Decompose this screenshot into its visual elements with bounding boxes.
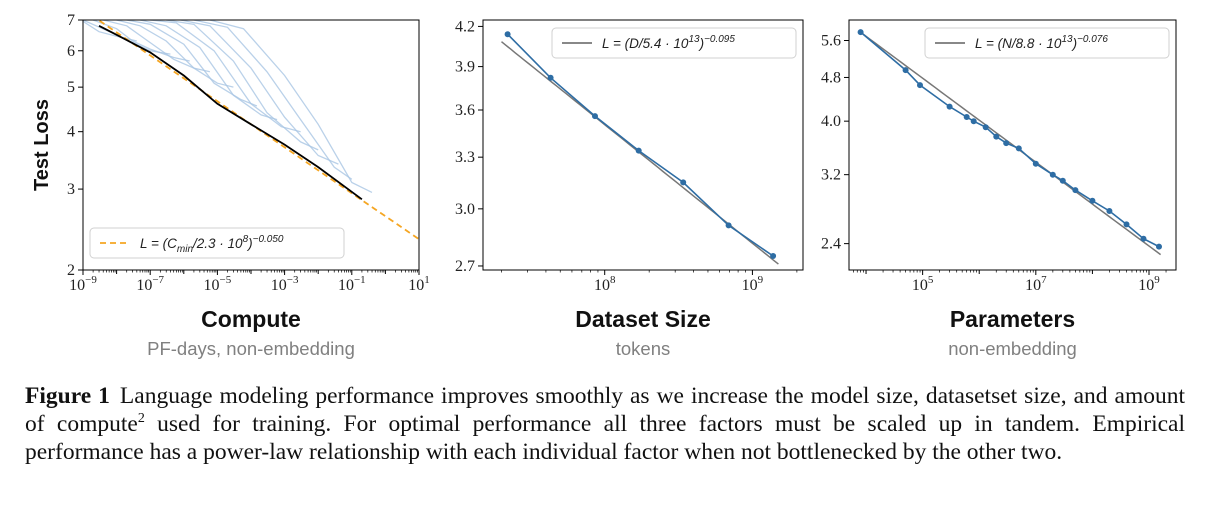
plot-area <box>501 31 779 265</box>
y-tick-label: 2.4 <box>821 236 841 253</box>
panel-subtitle: PF-days, non-embedding <box>147 338 355 359</box>
figure: 10−9 10−7 10−5 10−3 10−1 101 2 3 4 5 6 7 Test Loss Co… <box>31 12 1177 359</box>
x-tick-label: 101 <box>408 274 430 294</box>
legend-text: L = (D/5.4 · 1013)−0.095 <box>602 34 735 51</box>
training-curve <box>180 20 339 165</box>
data-point <box>1059 177 1066 184</box>
y-tick-label: 5 <box>67 79 75 96</box>
y-tick-label: 3.9 <box>455 59 475 76</box>
x-tick-label: 10−5 <box>204 274 232 294</box>
data-point <box>1140 235 1147 242</box>
x-tick-label: 10−7 <box>136 274 164 294</box>
y-tick-label: 4.8 <box>821 69 841 86</box>
plot-area <box>857 29 1162 256</box>
panel-subtitle: non-embedding <box>948 338 1077 359</box>
figure-label: Figure 1 <box>25 383 110 409</box>
data-point <box>1003 140 1010 147</box>
data-point <box>1156 243 1162 250</box>
caption-text: Language modeling performance improves s… <box>25 383 1186 437</box>
x-tick-label: 109 <box>742 274 764 294</box>
y-tick-label: 4 <box>67 124 75 141</box>
x-tick-label: 108 <box>594 274 616 294</box>
training-curve <box>92 20 190 62</box>
y-tick-label: 5.6 <box>821 33 841 50</box>
training-curve <box>193 20 353 180</box>
data-line <box>860 31 1160 248</box>
data-point <box>857 29 864 36</box>
training-curve <box>139 20 278 121</box>
legend-text: L = (N/8.8 · 1013)−0.076 <box>975 34 1108 51</box>
legend-box <box>89 227 345 259</box>
data-point <box>635 147 642 154</box>
data-point <box>1106 208 1113 214</box>
data-point <box>1089 197 1096 204</box>
legend-box <box>551 27 797 59</box>
data-point <box>1072 187 1079 194</box>
data-point <box>770 253 777 259</box>
chart-panel-3: 105 107 109 2.4 3.2 4.0 4.8 5.6 Parameters non-em… <box>821 19 1177 359</box>
data-point <box>902 67 909 74</box>
footnote-mark: 2 <box>137 411 145 427</box>
y-tick-label: 2 <box>67 262 75 279</box>
data-point <box>970 118 977 125</box>
y-tick-label: 4.0 <box>821 113 841 130</box>
x-tick-label: 109 <box>1138 274 1160 294</box>
data-line <box>507 33 774 257</box>
panel-title: Compute <box>201 306 301 332</box>
fit-line <box>860 31 1162 256</box>
chart-panel-2: 108 109 2.7 3.0 3.3 3.6 3.9 4.2 Dataset Size toke… <box>455 18 804 359</box>
y-tick-label: 3 <box>67 181 75 198</box>
training-curve <box>126 20 258 107</box>
y-tick-label: 3.0 <box>455 201 475 218</box>
x-tick-label: 107 <box>1025 274 1047 294</box>
x-tick-label: 105 <box>912 274 934 294</box>
data-point <box>725 222 732 229</box>
panel-subtitle: tokens <box>616 338 671 359</box>
training-curve <box>166 20 319 151</box>
caption-text-continued: used for training. For optimal performan… <box>25 411 1186 465</box>
data-point <box>1015 145 1022 152</box>
data-point <box>1123 221 1130 228</box>
data-point <box>993 133 1000 140</box>
y-tick-label: 3.2 <box>821 167 841 184</box>
data-point <box>547 74 554 81</box>
y-tick-label: 4.2 <box>455 18 475 35</box>
data-point <box>982 124 989 131</box>
axes-frame <box>482 19 804 271</box>
y-tick-label: 3.3 <box>455 149 475 166</box>
y-tick-label: 7 <box>67 12 75 29</box>
data-point <box>504 31 511 38</box>
legend-box <box>924 27 1170 59</box>
figure-caption: Figure 1 Language modeling performance im… <box>25 382 1185 466</box>
data-point <box>680 179 687 186</box>
training-curve <box>150 20 301 133</box>
panel-title: Parameters <box>950 306 1075 332</box>
y-tick-label: 3.6 <box>455 102 475 119</box>
y-tick-label: 6 <box>67 43 75 60</box>
axes-frame <box>848 19 1177 271</box>
y-tick-label: 2.7 <box>455 258 475 275</box>
x-tick-label: 10−3 <box>271 274 299 294</box>
x-tick-label: 10−1 <box>338 274 366 294</box>
data-point <box>917 82 923 89</box>
compute-frontier <box>98 24 363 201</box>
training-curve <box>209 20 373 193</box>
data-point <box>592 113 598 120</box>
training-curve <box>116 20 234 88</box>
data-point <box>946 103 953 110</box>
legend-text: L = (Cmin/2.3 · 108)−0.050 <box>140 234 284 255</box>
plot-area <box>83 20 419 240</box>
x-tick-label: 10−9 <box>69 274 97 294</box>
chart-panel-1: 10−9 10−7 10−5 10−3 10−1 101 2 3 4 5 6 7 Test Loss Co… <box>31 12 430 359</box>
training-curve <box>103 20 211 73</box>
y-axis-label: Test Loss <box>31 99 53 191</box>
panel-title: Dataset Size <box>575 306 711 332</box>
data-point <box>1049 171 1056 178</box>
data-point <box>1032 160 1039 167</box>
data-point <box>963 114 970 120</box>
